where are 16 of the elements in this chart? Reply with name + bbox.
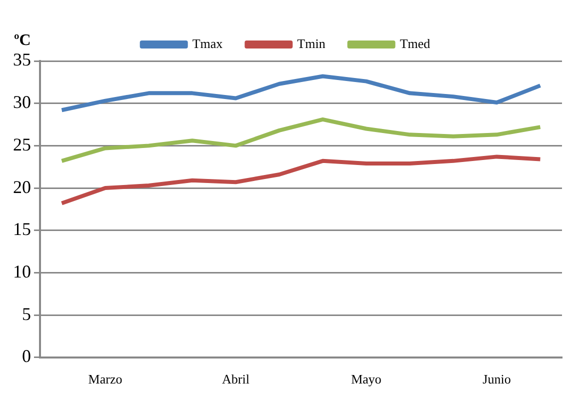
y-axis-title: ºC: [14, 32, 31, 50]
x-tick-label: Mayo: [351, 372, 382, 387]
x-tick-label: Marzo: [88, 372, 122, 387]
y-tick-label: 5: [22, 304, 31, 324]
legend-label: Tmed: [400, 36, 431, 51]
y-tick-label: 10: [13, 261, 31, 282]
legend-label: Tmax: [192, 36, 224, 51]
y-tick-label: 0: [22, 346, 31, 366]
x-tick-label: Abril: [222, 372, 250, 387]
y-tick-label: 25: [13, 134, 31, 154]
legend-label: Tmin: [297, 36, 326, 51]
y-tick-label: 30: [13, 92, 31, 112]
x-tick-label: Junio: [482, 372, 511, 387]
y-tick-label: 20: [13, 176, 31, 197]
y-tick-label: 15: [13, 219, 31, 240]
y-tick-label: 35: [13, 50, 31, 70]
